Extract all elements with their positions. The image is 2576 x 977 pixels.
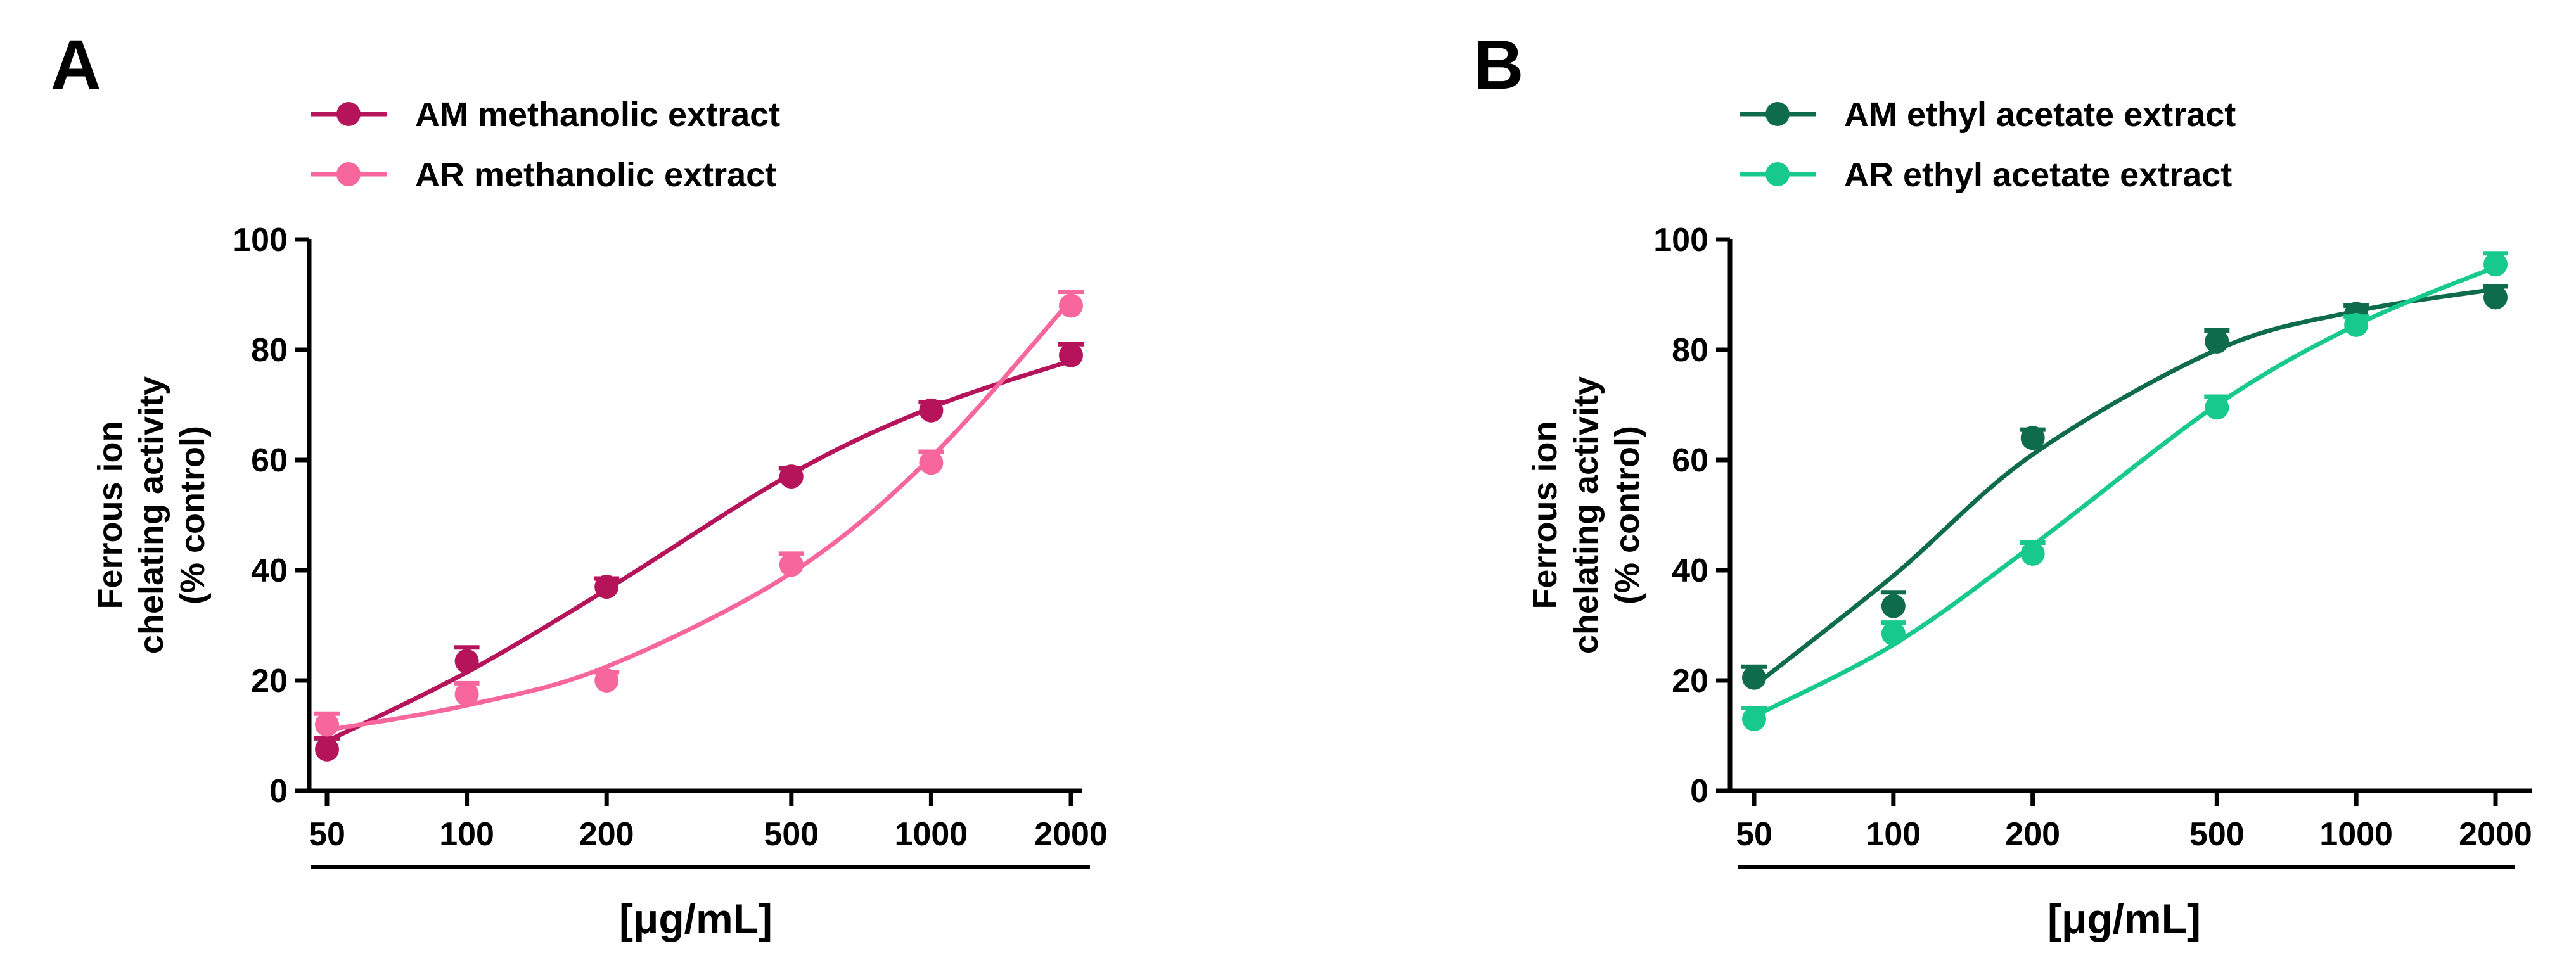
data-point (1059, 343, 1083, 367)
data-point (779, 552, 804, 577)
data-point (2483, 285, 2508, 310)
data-point (594, 575, 619, 599)
data-point (919, 450, 944, 475)
data-point (2020, 541, 2045, 566)
fit-curve (1753, 265, 2497, 718)
fit-curve (326, 359, 1072, 743)
legend-marker (336, 102, 361, 126)
y-tick-label: 0 (269, 773, 288, 810)
y-tick-label: 60 (1672, 442, 1708, 479)
y-axis-title-line: chelating activity (1567, 376, 1605, 654)
x-tick-label: 200 (2005, 816, 2060, 853)
legend-label: AM ethyl acetate extract (1844, 96, 2236, 134)
y-tick-label: 0 (1690, 773, 1708, 810)
legend-label: AR ethyl acetate extract (1844, 156, 2232, 194)
legend-marker (1765, 162, 1790, 186)
data-point (2205, 395, 2229, 420)
y-tick-label: 80 (1672, 332, 1708, 369)
x-tick-label: 500 (2189, 816, 2245, 853)
data-point (1881, 594, 1906, 618)
y-tick-label: 100 (233, 222, 288, 259)
y-tick-label: 20 (1672, 663, 1708, 699)
x-tick-label: 1000 (2319, 816, 2393, 853)
y-axis-title-line: (% control) (174, 426, 212, 604)
data-point (1742, 665, 1766, 690)
legend-label: AM methanolic extract (415, 96, 780, 134)
data-point (2205, 329, 2229, 354)
y-axis-title-line: (% control) (1608, 426, 1646, 604)
data-point (779, 464, 804, 489)
y-tick-label: 80 (251, 332, 288, 369)
data-point (2483, 252, 2508, 277)
data-point (2344, 312, 2369, 337)
x-tick-label: 100 (439, 816, 494, 853)
panel-label: A (51, 26, 101, 104)
data-point (1742, 706, 1766, 731)
y-axis-title-line: chelating activity (132, 376, 170, 654)
y-tick-label: 40 (251, 552, 288, 589)
x-tick-label: 200 (579, 816, 634, 853)
legend-marker (336, 162, 361, 186)
data-point (454, 649, 479, 674)
panel-a: A AM methanolic extract AR methanolic extr… (51, 26, 1108, 942)
x-tick-label: 500 (764, 816, 819, 853)
fit-curve (326, 298, 1073, 732)
data-point (315, 712, 339, 737)
data-point (454, 682, 479, 706)
x-tick-label: 2000 (2459, 816, 2532, 853)
x-tick-label: 100 (1866, 816, 1921, 853)
y-axis-title-line: Ferrous ion (1526, 421, 1564, 609)
panel-label: B (1473, 26, 1523, 104)
y-tick-label: 60 (251, 442, 288, 479)
x-axis-title: [μg/mL] (2047, 895, 2201, 942)
fit-curve (1752, 286, 2496, 688)
panel-b: B AM ethyl acetate extract AR ethyl acetat… (1473, 26, 2532, 942)
y-axis-title: Ferrous ion chelating activity (% control) (91, 376, 212, 654)
x-tick-label: 50 (1736, 816, 1772, 853)
data-point (315, 737, 339, 762)
x-tick-label: 50 (309, 816, 345, 853)
data-point (594, 668, 619, 693)
x-tick-label: 2000 (1034, 816, 1108, 853)
x-tick-label: 1000 (895, 816, 968, 853)
data-point (1881, 622, 1906, 646)
y-axis-title: Ferrous ion chelating activity (% control) (1526, 376, 1646, 654)
y-tick-label: 20 (251, 663, 288, 699)
legend-label: AR methanolic extract (415, 156, 776, 194)
data-point (2020, 426, 2045, 450)
x-axis-title: [μg/mL] (619, 895, 772, 942)
data-point (1059, 293, 1083, 318)
data-point (919, 398, 944, 423)
y-tick-label: 40 (1672, 552, 1708, 589)
y-axis-title-line: Ferrous ion (91, 421, 129, 609)
legend-marker (1765, 102, 1790, 126)
y-tick-label: 100 (1653, 222, 1708, 259)
